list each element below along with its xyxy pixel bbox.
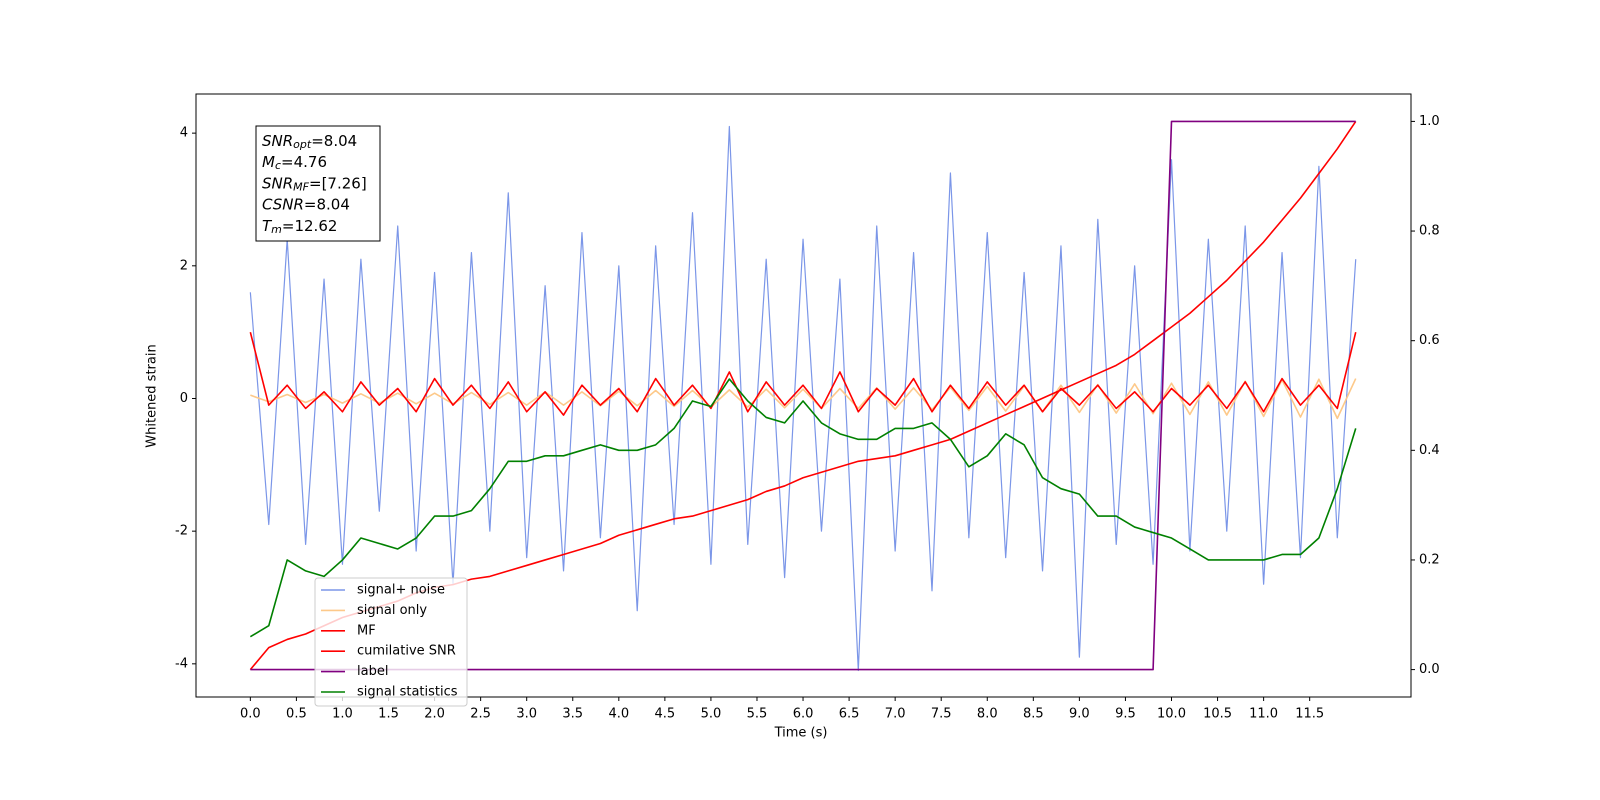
x-tick-label: 1.0 [332, 707, 353, 722]
legend-box [314, 577, 468, 707]
annotation-text: =4.76 [281, 153, 327, 171]
annotation-text: =[7.26] [309, 174, 367, 192]
x-tick-label: 3.0 [516, 707, 537, 722]
annotation-subscript: c [275, 159, 281, 172]
x-tick-label: 4.5 [655, 707, 676, 722]
x-tick-label: 8.0 [977, 707, 998, 722]
legend-label: signal+ noise [357, 583, 445, 598]
x-tick-label: 6.0 [793, 707, 814, 722]
annotation-symbol: SNR [262, 174, 293, 192]
legend-label: MF [357, 623, 376, 638]
x-tick-label: 11.5 [1295, 707, 1324, 722]
x-tick-label: 2.5 [470, 707, 491, 722]
y-tick-label: 2 [180, 258, 188, 273]
x-tick-label: 9.0 [1069, 707, 1090, 722]
annotation-symbol: M [262, 153, 275, 171]
y-tick-label: -2 [175, 524, 188, 539]
x-tick-label: 3.5 [562, 707, 583, 722]
annotation-symbol: CSNR [262, 195, 304, 213]
series-line [250, 378, 1357, 420]
y2-tick-label: 0.4 [1419, 443, 1440, 458]
annotation-text: =8.04 [311, 132, 357, 150]
annotation-line: CSNR=8.04 [262, 195, 350, 213]
annotation-text: =12.62 [282, 216, 338, 234]
legend-label: signal only [357, 603, 427, 618]
x-tick-label: 9.5 [1115, 707, 1136, 722]
series-line [249, 331, 1357, 416]
annotation-subscript: m [271, 223, 282, 236]
annotation-symbol: SNR [262, 132, 293, 150]
x-tick-label: 7.0 [885, 707, 906, 722]
annotation-line: Tm=12.62 [262, 216, 337, 236]
legend-label: label [357, 664, 388, 679]
y-tick-label: -4 [175, 656, 188, 671]
x-tick-label: 2.0 [424, 707, 445, 722]
y2-tick-label: 0.0 [1419, 662, 1440, 677]
x-axis-label: Time (s) [774, 726, 828, 741]
annotation-line: Mc=4.76 [262, 153, 327, 173]
annotation-text: =8.04 [304, 195, 350, 213]
annotation-subscript: MF [293, 180, 309, 193]
x-tick-label: 11.0 [1249, 707, 1278, 722]
x-tick-label: 0.0 [240, 707, 261, 722]
x-tick-label: 8.5 [1023, 707, 1044, 722]
y-tick-label: 0 [180, 391, 188, 406]
x-tick-label: 4.0 [608, 707, 629, 722]
annotation-subscript: opt [293, 138, 312, 151]
y2-tick-label: 1.0 [1419, 114, 1440, 129]
x-tick-label: 10.0 [1157, 707, 1186, 722]
x-tick-label: 6.5 [839, 707, 860, 722]
x-tick-label: 1.5 [378, 707, 399, 722]
legend-label: cumilative SNR [357, 644, 456, 659]
y2-tick-label: 0.6 [1419, 333, 1440, 348]
y-axis-label: Whitened strain [145, 344, 160, 447]
legend-label: signal statistics [357, 685, 458, 700]
y2-tick-label: 0.8 [1419, 224, 1440, 239]
annotation-box [255, 125, 381, 242]
x-tick-label: 7.5 [931, 707, 952, 722]
y-tick-label: 4 [180, 126, 188, 141]
y2-tick-label: 0.2 [1419, 552, 1440, 567]
x-tick-label: 5.5 [747, 707, 768, 722]
annotation-line: SNRopt=8.04 [262, 132, 357, 152]
series-line [249, 378, 1357, 638]
annotation-symbol: T [262, 216, 273, 234]
annotation-line: SNRMF=[7.26] [262, 174, 367, 194]
x-tick-label: 5.0 [701, 707, 722, 722]
series-line [249, 125, 1357, 672]
x-tick-label: 10.5 [1203, 707, 1232, 722]
x-tick-label: 0.5 [286, 707, 307, 722]
